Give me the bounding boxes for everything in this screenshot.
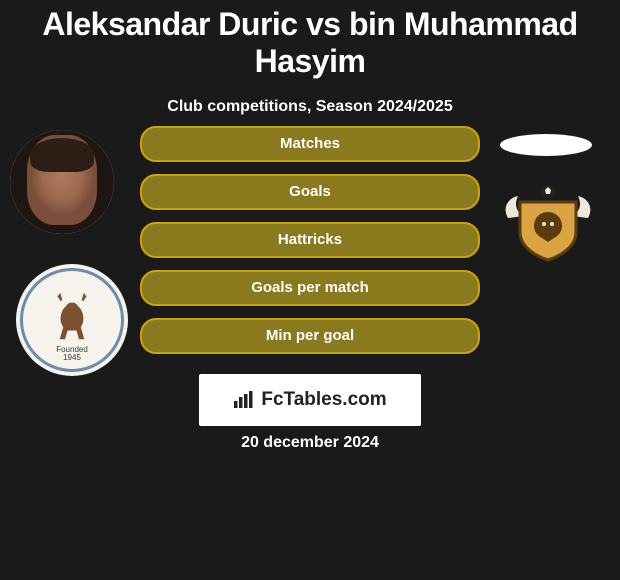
bar-chart-icon: [233, 391, 255, 409]
bar-label: Goals: [289, 183, 331, 200]
date-label: 20 december 2024: [0, 434, 620, 452]
bar-matches: Matches: [140, 126, 480, 162]
bar-label: Matches: [280, 135, 340, 152]
comparison-bars: Matches Goals Hattricks Goals per match …: [140, 126, 480, 366]
page-title: Aleksandar Duric vs bin Muhammad Hasyim: [0, 6, 620, 80]
bar-goals: Goals: [140, 174, 480, 210]
left-player-avatar: [10, 130, 114, 234]
bar-hattricks: Hattricks: [140, 222, 480, 258]
branding-text: FcTables.com: [261, 389, 386, 411]
right-club-crest: [496, 184, 600, 262]
bar-goals-per-match: Goals per match: [140, 270, 480, 306]
left-club-crest: Founded 1945: [16, 264, 128, 376]
right-player-avatar: [500, 134, 592, 156]
page-subtitle: Club competitions, Season 2024/2025: [0, 98, 620, 116]
bar-label: Min per goal: [266, 327, 354, 344]
bar-label: Goals per match: [251, 279, 369, 296]
crest-founded: Founded 1945: [56, 346, 88, 362]
bar-label: Hattricks: [278, 231, 342, 248]
fctables-branding[interactable]: FcTables.com: [199, 374, 421, 426]
comparison-card: Aleksandar Duric vs bin Muhammad Hasyim …: [0, 6, 620, 580]
founded-year: 1945: [63, 353, 81, 362]
bar-min-per-goal: Min per goal: [140, 318, 480, 354]
avatar-hair: [30, 138, 94, 172]
